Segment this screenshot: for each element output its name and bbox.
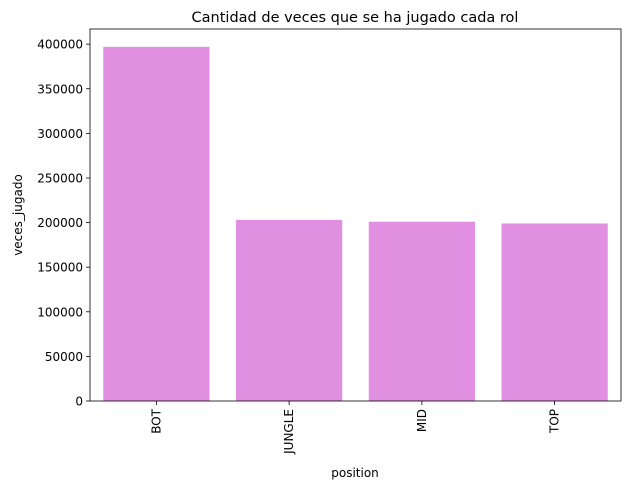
bar-mid bbox=[368, 221, 475, 401]
x-tick-label: MID bbox=[415, 409, 429, 432]
y-tick-label: 250000 bbox=[37, 171, 83, 185]
y-tick-label: 100000 bbox=[37, 305, 83, 319]
x-tick-label: JUNGLE bbox=[282, 409, 296, 455]
bar-top bbox=[501, 223, 608, 401]
y-tick-label: 200000 bbox=[37, 216, 83, 230]
x-tick-label: BOT bbox=[149, 408, 163, 433]
bars bbox=[103, 46, 608, 401]
y-tick-label: 150000 bbox=[37, 261, 83, 275]
y-axis-ticks: 0 50000 100000 150000 200000 250000 300000 3500… bbox=[37, 38, 90, 409]
plot-frame bbox=[89, 28, 622, 402]
bar-bot bbox=[103, 46, 210, 401]
x-axis-ticks: BOT JUNGLE MID TOP bbox=[149, 401, 562, 455]
y-tick-label: 350000 bbox=[37, 82, 83, 96]
x-tick-label: TOP bbox=[548, 409, 562, 434]
y-tick-label: 50000 bbox=[45, 350, 83, 364]
y-axis-label: veces_jugado bbox=[11, 174, 25, 256]
y-tick-label: 400000 bbox=[37, 38, 83, 52]
chart-title: Cantidad de veces que se ha jugado cada … bbox=[192, 10, 519, 26]
x-axis-label: position bbox=[331, 466, 379, 480]
y-tick-label: 0 bbox=[75, 395, 83, 409]
y-tick-label: 300000 bbox=[37, 127, 83, 141]
bar-jungle bbox=[236, 219, 343, 401]
